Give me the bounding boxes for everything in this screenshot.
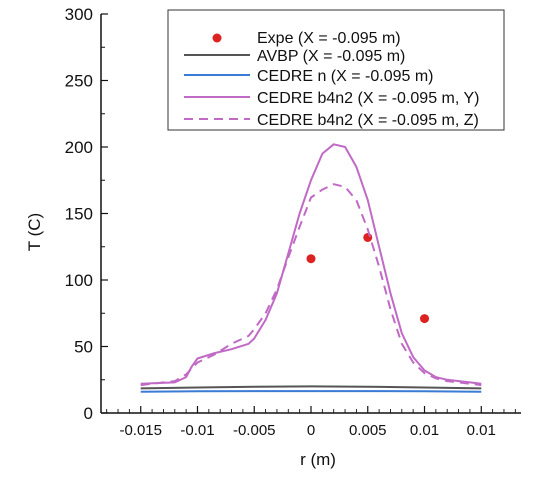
x-tick-label: -0.005 [233, 422, 276, 439]
legend: Expe (X = -0.095 m)AVBP (X = -0.095 m) CE… [167, 9, 505, 131]
plot-series-group [140, 143, 482, 393]
y-axis-label: T (C) [25, 213, 44, 251]
legend-marker-scatter [212, 33, 222, 43]
legend-label: CEDRE n (X = -0.095 m) [257, 68, 434, 85]
x-tick-label: 0.01 [410, 422, 439, 439]
legend-label: CEDRE b4n2 (X = -0.095 m, Z) [257, 112, 479, 129]
axes-group: 0 50 100 150 200 250 300 -0.015 -0.01 -0.005 0 0.0… [65, 5, 521, 439]
y-tick-label: 250 [65, 72, 93, 91]
series-line [140, 390, 482, 393]
series-line [140, 385, 482, 390]
expe-data-point [363, 232, 373, 242]
y-tick-label: 50 [74, 338, 93, 357]
y-tick-label: 0 [84, 404, 93, 423]
expe-data-point [306, 254, 316, 264]
x-tick-label: -0.015 [119, 422, 162, 439]
x-axis-label: r (m) [300, 450, 336, 469]
legend-items: Expe (X = -0.095 m)AVBP (X = -0.095 m) CE… [184, 30, 479, 129]
legend-label: Expe (X = -0.095 m) [257, 30, 401, 47]
y-ticks: 0 50 100 150 200 250 300 [65, 5, 108, 423]
x-tick-label: 0.01 [467, 422, 496, 439]
y-tick-label: 150 [65, 205, 93, 224]
x-tick-label: 0 [307, 422, 315, 439]
x-tick-label: 0.005 [349, 422, 387, 439]
y-tick-label: 200 [65, 138, 93, 157]
expe-data-point [420, 314, 430, 324]
legend-label: CEDRE b4n2 (X = -0.095 m, Y) [257, 90, 479, 107]
legend-box [167, 9, 505, 131]
series-line [140, 143, 482, 385]
legend-label: AVBP (X = -0.095 m) [257, 48, 405, 65]
x-ticks: -0.015 -0.01 -0.005 0 0.005 0.01 0.01 [106, 406, 516, 439]
series-line [140, 183, 482, 387]
y-tick-label: 300 [65, 5, 93, 24]
x-tick-label: -0.01 [180, 422, 214, 439]
y-tick-label: 100 [65, 271, 93, 290]
